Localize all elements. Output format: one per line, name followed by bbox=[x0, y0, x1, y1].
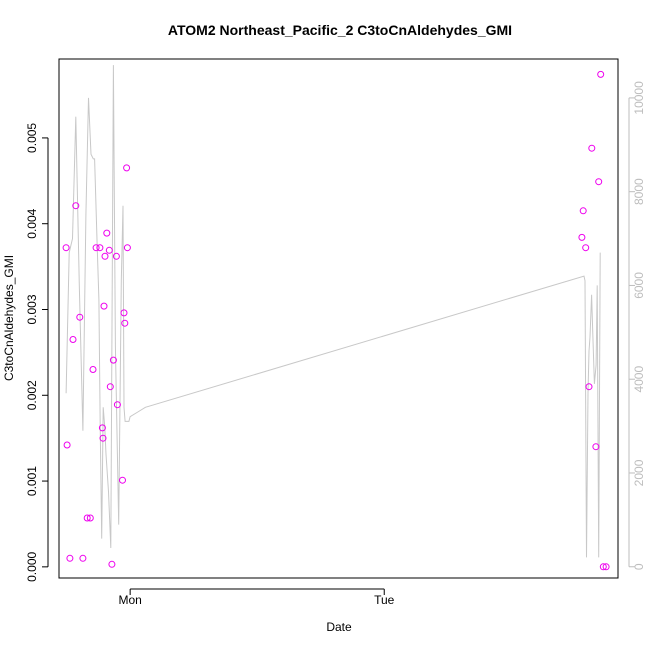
series-layer bbox=[62, 65, 610, 571]
data-point bbox=[592, 443, 600, 451]
data-point bbox=[98, 424, 106, 432]
data-point bbox=[100, 302, 108, 310]
data-point bbox=[76, 313, 84, 321]
y-right-tick-label: 0 bbox=[632, 563, 646, 570]
data-point bbox=[63, 441, 71, 449]
y-left-tick-label: 0.001 bbox=[25, 466, 39, 496]
x-axis-label: Date bbox=[326, 620, 352, 634]
data-point bbox=[66, 554, 74, 562]
y-axis-right: 0 2000 4000 6000 8000 10000 bbox=[628, 81, 646, 570]
data-point bbox=[119, 476, 126, 484]
data-point bbox=[89, 366, 97, 373]
data-point bbox=[113, 401, 121, 409]
series-line bbox=[65, 65, 601, 558]
data-point bbox=[121, 319, 129, 327]
data-point bbox=[602, 563, 610, 571]
data-point bbox=[582, 244, 590, 252]
data-point bbox=[92, 244, 100, 252]
data-point bbox=[99, 434, 107, 442]
data-point bbox=[588, 144, 596, 152]
y-right-tick-label: 10000 bbox=[632, 81, 646, 115]
data-point bbox=[579, 207, 587, 215]
y-axis-left: 0.000 0.001 0.002 0.003 0.004 0.005 bbox=[25, 123, 49, 582]
x-tick-label: Tue bbox=[374, 593, 395, 607]
data-point bbox=[83, 514, 91, 522]
data-point bbox=[578, 233, 586, 241]
data-point bbox=[595, 178, 603, 186]
y-left-tick-label: 0.003 bbox=[25, 294, 39, 324]
y-left-tick-label: 0.005 bbox=[25, 123, 39, 153]
data-point bbox=[120, 309, 128, 317]
data-point bbox=[585, 383, 593, 391]
x-tick-label: Mon bbox=[118, 593, 141, 607]
data-point bbox=[106, 383, 114, 391]
data-point bbox=[597, 70, 605, 78]
data-point bbox=[96, 244, 104, 252]
data-point bbox=[62, 244, 70, 252]
data-point bbox=[108, 560, 116, 568]
data-point bbox=[105, 246, 113, 254]
y-right-tick-label: 4000 bbox=[632, 366, 646, 393]
data-point bbox=[103, 229, 111, 237]
chart-title: ATOM2 Northeast_Pacific_2 C3toCnAldehyde… bbox=[168, 22, 512, 38]
x-axis: Mon Tue bbox=[118, 588, 395, 607]
data-point bbox=[101, 252, 109, 260]
data-point bbox=[599, 563, 607, 571]
data-point bbox=[109, 356, 117, 364]
data-point bbox=[123, 244, 131, 252]
data-point bbox=[79, 554, 87, 562]
y-left-tick-label: 0.000 bbox=[25, 552, 39, 582]
data-point bbox=[69, 336, 77, 343]
plot-frame bbox=[58, 58, 619, 579]
y-right-tick-label: 2000 bbox=[632, 459, 646, 486]
y-left-tick-label: 0.004 bbox=[25, 208, 39, 238]
y-right-tick-label: 8000 bbox=[632, 178, 646, 205]
data-point bbox=[72, 202, 80, 210]
y-right-tick-label: 6000 bbox=[632, 272, 646, 299]
data-point bbox=[86, 514, 94, 522]
data-point bbox=[123, 164, 131, 172]
y-axis-label: C3toCnAldehydes_GMI bbox=[2, 255, 16, 381]
y-left-tick-label: 0.002 bbox=[25, 380, 39, 410]
data-point bbox=[112, 252, 120, 260]
